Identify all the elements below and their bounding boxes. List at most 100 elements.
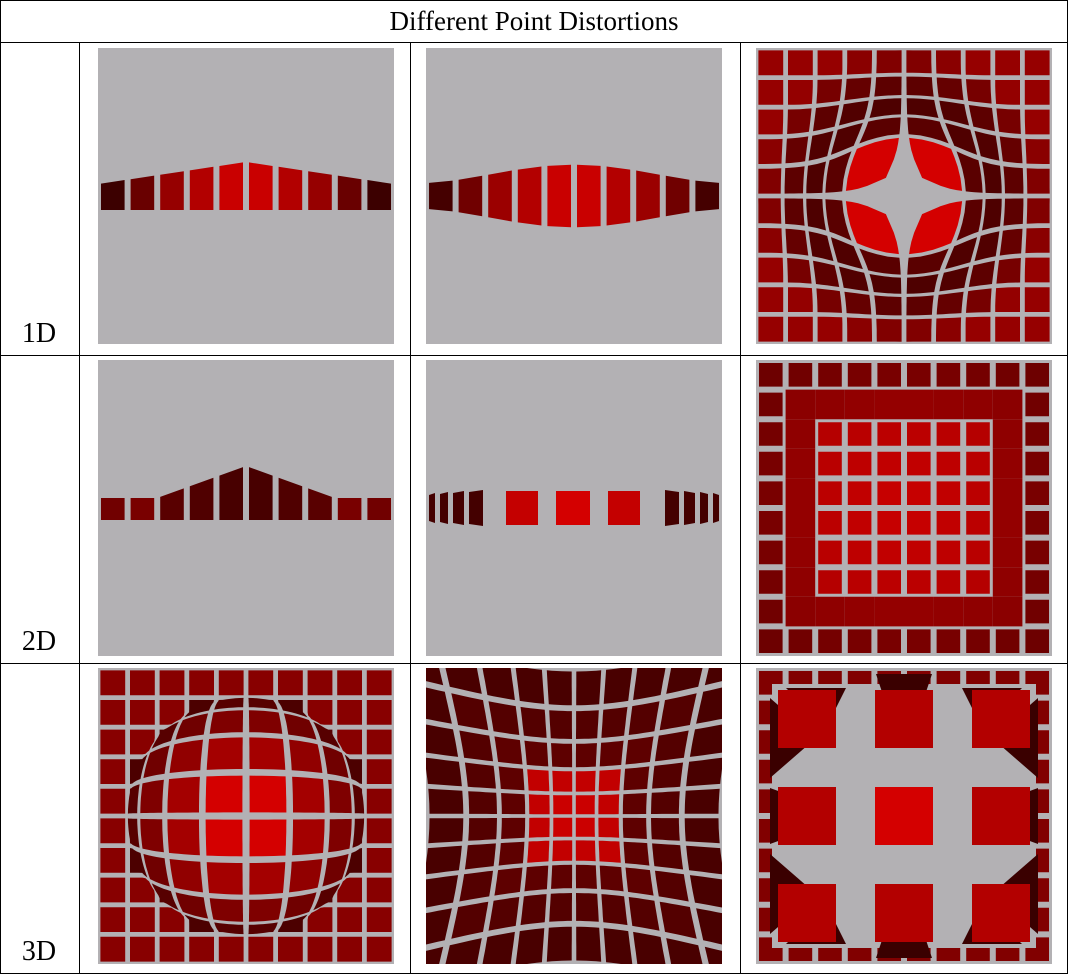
grid-cell [100,877,126,903]
strip-cell [189,477,214,520]
grid-cell [599,865,624,892]
grid-cell [307,936,333,962]
grid-cell [992,596,1023,627]
extruded-cell [972,884,1030,942]
row-divider-1 [0,355,1068,356]
grid-cell [1024,257,1050,283]
grid-cell [936,570,961,594]
grid-cell [337,936,362,962]
grid-cell [845,137,899,191]
grid-cell [603,668,633,704]
grid-cell [625,867,654,896]
grid-cell [1025,228,1050,254]
grid-cell [289,859,323,893]
grid-cell [498,841,525,866]
grid-cell [651,791,680,814]
header-divider [0,42,1068,43]
grid-cell [785,537,816,568]
grid-cell [100,729,126,755]
row-label-3d: 3D [21,936,57,967]
grid-cell [598,840,621,863]
strip-cell [249,467,273,520]
grid-cell [445,668,482,694]
grid-cell [995,287,1020,312]
grid-cell [847,570,872,594]
grid-cell [143,853,170,887]
grid-cell [546,926,572,962]
grid-cell [159,670,185,696]
strip-cell [130,498,155,520]
grid-cell [785,389,816,420]
grid-cell [289,739,323,773]
grid-cell [966,79,992,104]
grid-cell [366,729,392,755]
panel-3d-extruded-grid [756,668,1052,964]
grid-cell [844,389,875,420]
grid-cell [575,743,597,768]
grid-cell [785,596,816,627]
grid-cell [218,936,244,962]
grid-cell [248,710,283,734]
grid-cell [337,700,362,725]
grid-cell [907,540,931,565]
panel-2d-blocky-grid [756,360,1052,656]
grid-cell [966,629,990,653]
grid-cell [816,79,842,104]
grid-cell [130,670,155,696]
grid-cell [601,894,628,926]
grid-cell [549,710,572,739]
grid-cell [366,936,392,962]
grid-cell [686,757,722,787]
col-divider-1 [79,42,80,974]
grid-cell [877,629,901,653]
grid-cell [909,201,963,255]
extruded-cell [875,787,933,845]
grid-cell [907,570,931,594]
grid-cell [982,198,1002,231]
grid-cell [292,819,325,856]
strip-cell [160,171,184,210]
grid-cell [785,136,809,164]
grid-cell [995,316,1020,342]
grid-cell [451,901,489,939]
strip-cell [308,171,332,210]
grid-cell [847,363,872,387]
strip-cell [278,166,303,210]
grid-cell [704,668,722,686]
grid-cell [806,198,826,231]
grid-cell [689,724,722,757]
grid-cell [366,788,392,814]
strip-cell [101,498,125,520]
grid-cell [100,936,126,962]
grid-cell [218,670,244,696]
grid-cell [906,318,932,342]
strip-cell [160,488,184,520]
grid-cell [175,892,209,919]
grid-cell [758,316,784,342]
strip-cell [488,170,512,222]
grid-cell [838,266,869,292]
grid-cell [818,540,842,565]
grid-cell [966,422,990,446]
grid-cell [936,77,964,101]
grid-cell [696,908,722,945]
grid-cell [249,775,287,813]
grid-cell [974,130,1000,161]
grid-cell [214,697,244,710]
grid-cell [939,266,970,292]
grid-cell [758,168,782,194]
grid-cell [655,870,689,902]
grid-cell [933,596,964,627]
grid-cell [576,893,599,922]
grid-cell [100,848,126,873]
grid-cell [847,511,872,535]
grid-cell [974,231,1000,262]
grid-cell [1025,422,1049,446]
grid-cell [684,818,720,844]
grid-cell [847,422,872,446]
grid-cell [248,697,278,710]
grid-cell [205,819,243,857]
grid-cell [426,687,452,724]
strip-cell [547,164,571,228]
grid-cell [337,670,362,696]
